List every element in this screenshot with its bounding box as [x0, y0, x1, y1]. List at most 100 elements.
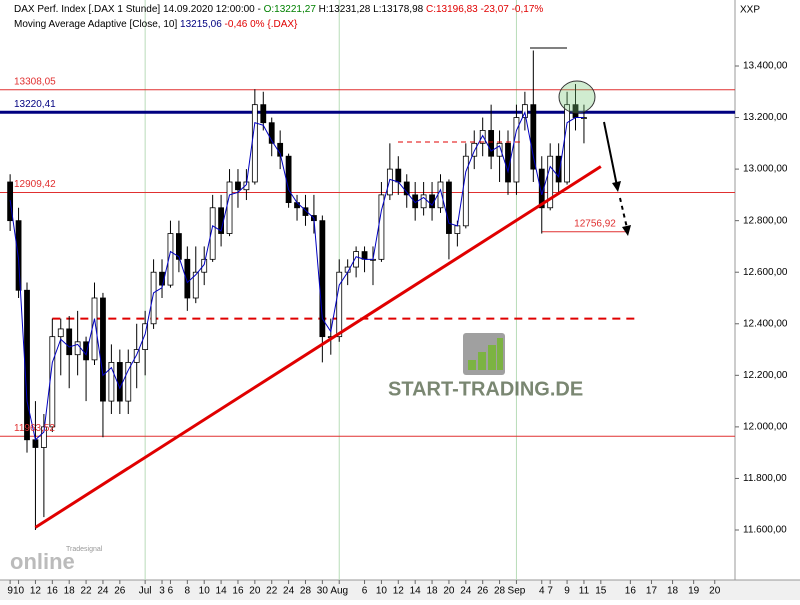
x-tick-label: 6	[168, 586, 174, 597]
highlight-circle	[558, 80, 596, 114]
candle-body	[538, 168, 545, 209]
candle-body	[235, 181, 241, 191]
header: DAX Perf. Index [.DAX 1 Stunde] 14.09.20…	[14, 4, 543, 15]
x-tick-label: 16	[47, 586, 59, 597]
x-tick-label: 8	[185, 586, 191, 597]
x-tick-label: 18	[426, 586, 438, 597]
candle-body	[530, 104, 537, 170]
x-tick-label: 24	[460, 586, 472, 597]
header-part: H:13231,28 L:13178,98	[319, 4, 424, 15]
y-tick-label: 12.600,00	[743, 267, 788, 278]
x-tick-label: 3	[159, 586, 165, 597]
x-tick-label: 19	[688, 586, 700, 597]
candle-body	[386, 168, 393, 196]
x-tick-label: 14	[216, 586, 228, 597]
candle-body	[555, 155, 562, 183]
x-tick-label: 10	[376, 586, 388, 597]
y-tick-label: 11.800,00	[743, 473, 787, 484]
y-tick-label: 12.400,00	[743, 318, 788, 329]
candle-body	[564, 104, 570, 183]
x-tick-label: 17	[646, 586, 658, 597]
x-tick-label: 28	[494, 586, 506, 597]
x-tick-label: 24	[97, 586, 109, 597]
target-label: 12756,92	[574, 218, 616, 229]
x-tick-label: 6	[362, 586, 368, 597]
candle-body	[49, 336, 56, 428]
candle-body	[319, 220, 326, 338]
candle-body	[15, 220, 22, 291]
x-tick-label: 10	[199, 586, 211, 597]
x-tick-label: 14	[410, 586, 422, 597]
arrow-2-head	[622, 225, 631, 236]
candle-body	[420, 194, 427, 209]
arrow-2	[619, 197, 628, 229]
x-tick-label: 16	[232, 586, 244, 597]
logo-small: Tradesignal	[66, 546, 103, 553]
watermark-bar	[497, 338, 503, 370]
x-tick-label: Sep	[508, 586, 526, 597]
subheader-part: 13215,06	[180, 19, 222, 30]
candle-body	[395, 168, 402, 183]
level-label: 12909,42	[14, 179, 56, 190]
x-tick-label: 18	[64, 586, 76, 597]
candle-body	[496, 142, 503, 157]
candle-body	[302, 207, 309, 216]
candle-body	[184, 258, 191, 299]
header-part: O:13221,27	[264, 4, 317, 15]
candle-body	[83, 341, 89, 361]
candle-body	[125, 362, 132, 402]
watermark: START-TRADING.DE	[388, 378, 583, 400]
subheader-part: Moving Average Adaptive [Close, 10]	[14, 19, 177, 30]
candle-body	[100, 297, 106, 402]
candle-body	[268, 122, 275, 144]
candle-body	[403, 181, 410, 196]
x-tick-label: 7	[547, 586, 553, 597]
candle-body	[479, 130, 486, 144]
candle-body	[462, 155, 469, 227]
candle-body	[209, 207, 216, 260]
x-tick-label: 24	[283, 586, 295, 597]
y-tick-label: 13.000,00	[743, 164, 788, 175]
candle-body	[74, 341, 81, 356]
level-label: 13220,41	[14, 99, 56, 110]
y-tick-label: 11.600,00	[743, 525, 787, 536]
x-tick-label: 20	[443, 586, 455, 597]
symbol: XXP	[740, 5, 760, 16]
header-part: DAX Perf. Index [.DAX 1 Stunde] 14.09.20…	[14, 4, 261, 15]
x-tick-label: Jul	[139, 586, 152, 597]
level-label: 11963,52	[14, 423, 55, 434]
x-tick-label: 16	[625, 586, 637, 597]
text-layer: 11.600,00 11.800,00 12.000,00 12.200,00 12.4…	[7, 4, 788, 597]
x-tick-label: 9	[7, 586, 13, 597]
candle-body	[226, 181, 233, 234]
candle-body	[471, 142, 478, 157]
level-label: 13308,05	[14, 76, 56, 87]
y-tick-label: 13.400,00	[743, 61, 788, 72]
subheader: Moving Average Adaptive [Close, 10] 1321…	[14, 19, 298, 30]
candle-body	[133, 349, 140, 363]
candle-body	[547, 155, 554, 209]
watermark-bar	[468, 360, 476, 370]
x-tick-label: 20	[709, 586, 721, 597]
candle-body	[116, 362, 123, 402]
y-tick-label: 13.200,00	[743, 112, 788, 123]
trendline	[34, 165, 602, 529]
x-tick-label: 18	[667, 586, 679, 597]
x-tick-label: 10	[13, 586, 25, 597]
watermark-bar	[478, 352, 486, 370]
arrow-1-head	[612, 181, 621, 192]
x-tick-label: 30	[317, 586, 329, 597]
x-tick-label: 28	[300, 586, 312, 597]
y-tick-label: 12.800,00	[743, 215, 788, 226]
candle-body	[57, 328, 64, 338]
arrow-1	[603, 121, 618, 187]
y-tick-label: 12.000,00	[743, 422, 788, 433]
x-tick-label: 22	[81, 586, 93, 597]
watermark-bar	[488, 345, 496, 370]
candle-body	[454, 225, 461, 234]
candle-body	[32, 439, 39, 448]
candle-body	[251, 104, 258, 183]
candle-body	[192, 271, 199, 299]
